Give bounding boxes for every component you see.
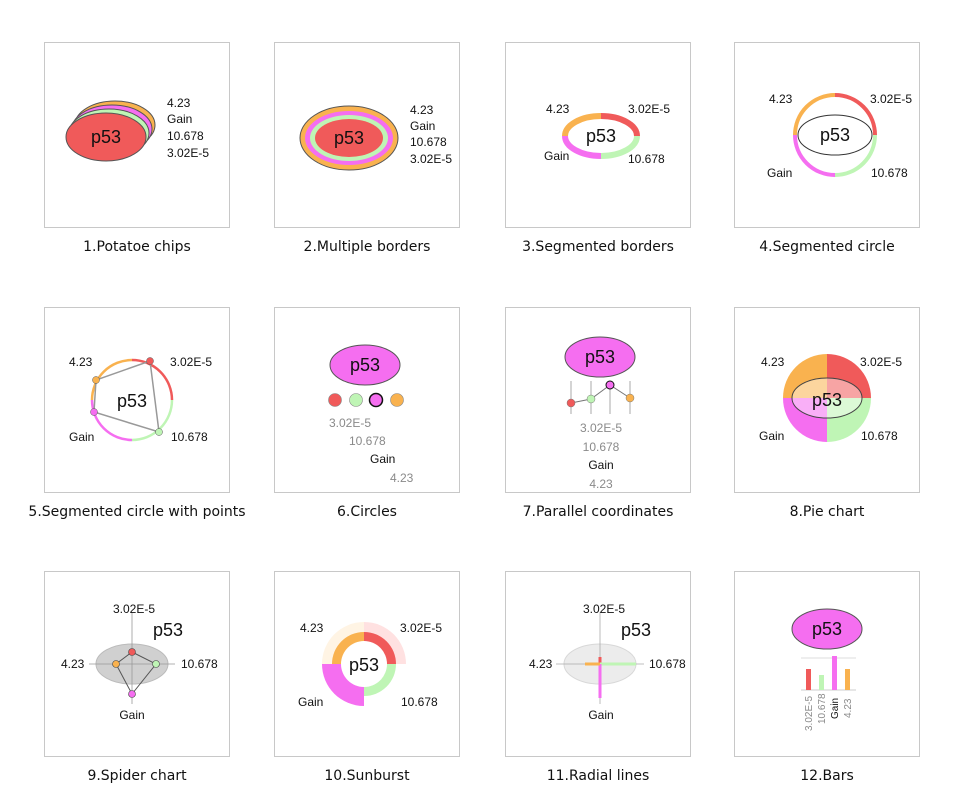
gene-label: p53 bbox=[349, 655, 379, 675]
value-label: 4.23 bbox=[61, 657, 85, 671]
panel-frame: p53 3.02E-5 10.678 Gain 4.23 bbox=[734, 571, 920, 757]
value-label: 3.02E-5 bbox=[400, 621, 442, 635]
panel-caption: 6.Circles bbox=[337, 504, 397, 520]
gene-label: p53 bbox=[812, 619, 842, 639]
panel-frame: p53 3.02E-5 4.23 10.678 Gain bbox=[44, 571, 230, 757]
value-label: 4.23 bbox=[167, 96, 191, 110]
panel-frame: p53 4.23 3.02E-5 Gain 10.678 bbox=[505, 42, 691, 228]
panel-caption: 11.Radial lines bbox=[546, 768, 650, 784]
value-label: 10.678 bbox=[628, 152, 665, 166]
segmented-borders-glyph: p53 4.23 3.02E-5 Gain 10.678 bbox=[544, 102, 670, 166]
panel-caption: 12.Bars bbox=[800, 768, 854, 784]
value-label: 3.02E-5 bbox=[583, 602, 625, 616]
value-label: Gain bbox=[370, 452, 395, 466]
value-label: 10.678 bbox=[349, 434, 386, 448]
value-label: Gain bbox=[410, 119, 435, 133]
gene-label: p53 bbox=[350, 355, 380, 375]
panel-frame: p53 4.23 3.02E-5 Gain 10.678 bbox=[274, 571, 460, 757]
value-label: 3.02E-5 bbox=[167, 146, 209, 160]
panel-frame: p53 4.23 3.02E-5 Gain 10.678 bbox=[734, 307, 920, 493]
panel-caption: 5.Segmented circle with points bbox=[28, 504, 246, 520]
sunburst-glyph: p53 4.23 3.02E-5 Gain 10.678 bbox=[298, 621, 442, 709]
segmented-circle-points-glyph: p53 4.23 3.02E-5 Gain 10.678 bbox=[69, 355, 212, 444]
value-label: 10.678 bbox=[649, 657, 686, 671]
spider-chart-glyph: p53 3.02E-5 4.23 10.678 Gain bbox=[61, 602, 218, 722]
value-label: 10.678 bbox=[410, 135, 447, 149]
value-label: Gain bbox=[588, 458, 613, 472]
radial-lines-glyph: p53 3.02E-5 4.23 10.678 Gain bbox=[529, 602, 686, 722]
panel-caption: 4.Segmented circle bbox=[759, 239, 895, 255]
panel-frame: p53 4.23 3.02E-5 Gain 10.678 bbox=[44, 307, 230, 493]
value-label: 10.678 bbox=[871, 166, 908, 180]
value-label: 4.23 bbox=[546, 102, 570, 116]
gene-label: p53 bbox=[812, 390, 842, 410]
bars-glyph: p53 3.02E-5 10.678 Gain 4.23 bbox=[791, 608, 863, 731]
value-label: 3.02E-5 bbox=[170, 355, 212, 369]
segmented-circle-glyph: p53 4.23 3.02E-5 Gain 10.678 bbox=[767, 92, 912, 180]
panel-caption: 1.Potatoe chips bbox=[83, 239, 191, 255]
value-label: Gain bbox=[588, 708, 613, 722]
value-label: 4.23 bbox=[761, 355, 785, 369]
value-label: 3.02E-5 bbox=[804, 696, 815, 731]
value-label: 3.02E-5 bbox=[410, 152, 452, 166]
value-label: 10.678 bbox=[167, 129, 204, 143]
gene-label: p53 bbox=[117, 391, 147, 411]
panel-caption: 8.Pie chart bbox=[789, 504, 865, 520]
pie-chart-glyph: p53 4.23 3.02E-5 Gain 10.678 bbox=[759, 354, 902, 443]
value-label: 3.02E-5 bbox=[580, 421, 622, 435]
value-label: Gain bbox=[767, 166, 792, 180]
gene-label: p53 bbox=[820, 125, 850, 145]
value-label: Gain bbox=[167, 112, 192, 126]
multiple-borders-glyph: p53 4.23 Gain 10.678 3.02E-5 bbox=[299, 103, 452, 171]
panel-caption: 10.Sunburst bbox=[324, 768, 410, 784]
panel-frame: p53 3.02E-5 10.678 Gain 4.23 bbox=[274, 307, 460, 493]
gene-label: p53 bbox=[334, 128, 364, 148]
value-label: Gain bbox=[119, 708, 144, 722]
value-label: 4.23 bbox=[390, 471, 414, 485]
circles-glyph: p53 3.02E-5 10.678 Gain 4.23 bbox=[328, 344, 414, 485]
value-label: 4.23 bbox=[769, 92, 793, 106]
value-label: 3.02E-5 bbox=[113, 602, 155, 616]
panel-frame: p53 3.02E-5 10.678 Gain 4.23 bbox=[505, 307, 691, 493]
value-label: 10.678 bbox=[181, 657, 218, 671]
value-label: Gain bbox=[759, 429, 784, 443]
panel-frame: p53 4.23 Gain 10.678 3.02E-5 bbox=[274, 42, 460, 228]
value-label: 3.02E-5 bbox=[329, 416, 371, 430]
value-label: Gain bbox=[544, 149, 569, 163]
value-label: Gain bbox=[298, 695, 323, 709]
gene-label: p53 bbox=[585, 347, 615, 367]
value-label: 3.02E-5 bbox=[870, 92, 912, 106]
gene-label: p53 bbox=[586, 126, 616, 146]
value-label: 4.23 bbox=[410, 103, 434, 117]
value-label: 10.678 bbox=[583, 440, 620, 454]
value-label: 4.23 bbox=[69, 355, 93, 369]
gene-label: p53 bbox=[91, 127, 121, 147]
value-label: 4.23 bbox=[300, 621, 324, 635]
panel-caption: 2.Multiple borders bbox=[303, 239, 431, 255]
value-label: 4.23 bbox=[529, 657, 553, 671]
value-label: 10.678 bbox=[171, 430, 208, 444]
value-label: 3.02E-5 bbox=[860, 355, 902, 369]
gene-label: p53 bbox=[153, 620, 183, 640]
value-label: 10.678 bbox=[817, 693, 828, 724]
panel-frame: p53 3.02E-5 4.23 10.678 Gain bbox=[505, 571, 691, 757]
parallel-coordinates-glyph: p53 3.02E-5 10.678 Gain 4.23 bbox=[564, 336, 636, 491]
value-label: 3.02E-5 bbox=[628, 102, 670, 116]
panel-caption: 7.Parallel coordinates bbox=[522, 504, 674, 520]
value-label: 4.23 bbox=[843, 698, 854, 718]
panel-caption: 3.Segmented borders bbox=[522, 239, 674, 255]
value-label: 10.678 bbox=[401, 695, 438, 709]
value-label: Gain bbox=[69, 430, 94, 444]
value-label: 10.678 bbox=[861, 429, 898, 443]
panel-frame: p53 4.23 3.02E-5 Gain 10.678 bbox=[734, 42, 920, 228]
value-label: 4.23 bbox=[589, 477, 613, 491]
gene-label: p53 bbox=[621, 620, 651, 640]
value-label: Gain bbox=[830, 698, 841, 719]
potato-chips-glyph: p53 4.23 Gain 10.678 3.02E-5 bbox=[65, 96, 209, 162]
panel-caption: 9.Spider chart bbox=[87, 768, 187, 784]
panel-frame: p53 4.23 Gain 10.678 3.02E-5 bbox=[44, 42, 230, 228]
